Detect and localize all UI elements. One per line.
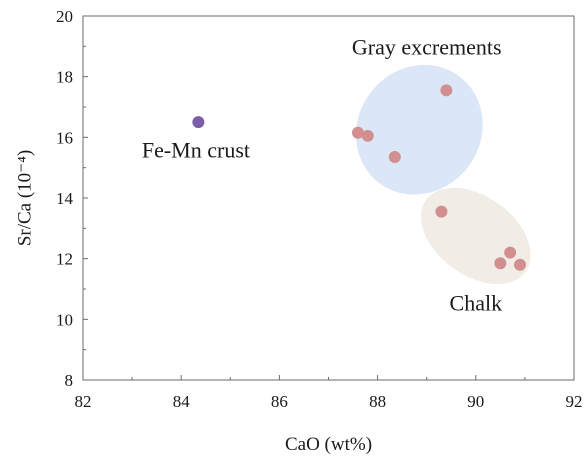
point-fe-mn-0 [192,116,205,129]
y-tick-label: 16 [56,128,73,147]
y-tick-label: 14 [56,189,74,208]
point-gray-0 [440,84,453,97]
annotation-chalk: Chalk [450,291,503,316]
annotation-fe-mn-crust: Fe-Mn crust [142,137,250,162]
label-layer: CaO (wt%) Sr/Ca (10⁻⁴) Gray excrements F… [14,34,502,455]
y-tick-label: 12 [56,250,73,269]
point-gray-2 [361,129,374,142]
x-tick-label: 86 [271,392,288,411]
axes-layer [82,15,575,381]
x-tick-label: 84 [173,392,191,411]
point-chalk-2 [494,257,507,270]
x-axis-title: CaO (wt%) [285,434,372,455]
point-chalk-3 [513,258,526,271]
plot-frame [82,15,575,381]
x-tick-label: 82 [75,392,92,411]
point-layer [192,84,526,271]
y-axis-title: Sr/Ca (10⁻⁴) [14,150,35,246]
x-tick-label: 92 [566,392,583,411]
x-tick-label: 88 [369,392,386,411]
point-gray-1 [351,126,364,139]
y-tick-label: 20 [56,7,73,26]
y-tick-label: 10 [56,310,73,329]
annotation-gray-excrements: Gray excrements [352,34,502,59]
x-tick-label: 90 [467,392,484,411]
y-tick-label: 8 [65,371,74,390]
region-gray [355,64,483,195]
y-tick-label: 18 [56,68,73,87]
point-gray-3 [388,151,401,164]
point-chalk-1 [504,246,517,259]
tick-layer: 82 84 86 88 90 92 8 10 12 14 16 18 20 [56,7,583,411]
point-chalk-0 [435,205,448,218]
